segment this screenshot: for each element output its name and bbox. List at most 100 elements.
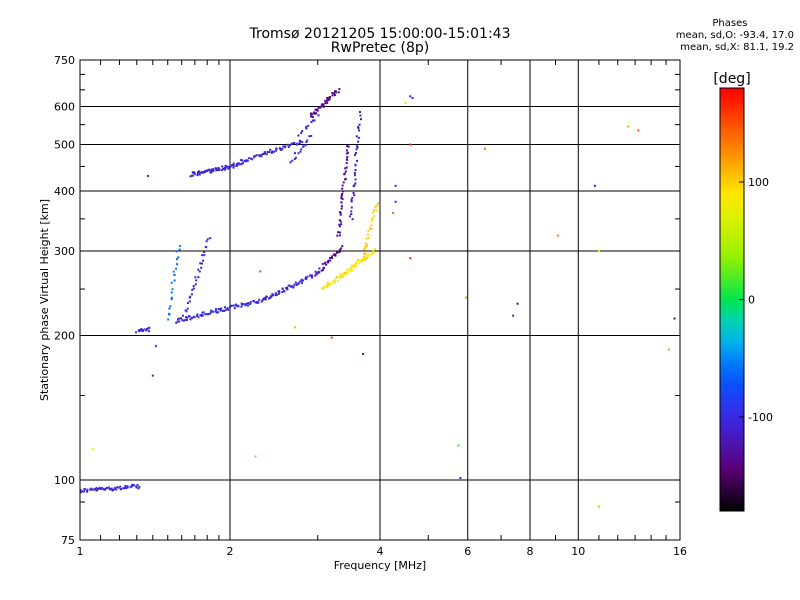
echo-point (313, 119, 316, 122)
echo-point (217, 166, 220, 169)
echo-point (332, 280, 335, 283)
echo-point (281, 287, 284, 290)
echo-point (178, 248, 181, 251)
echo-point (212, 169, 215, 172)
echo-point (362, 259, 365, 262)
echo-point (331, 91, 334, 94)
echo-point (375, 209, 378, 212)
echo-point (373, 209, 376, 212)
echo-point (409, 257, 412, 260)
echo-point (340, 223, 343, 226)
echo-point (301, 141, 304, 144)
echo-point (370, 253, 373, 256)
echo-point (302, 145, 305, 148)
echo-point (200, 314, 203, 317)
echo-point (341, 187, 344, 190)
echo-point (203, 251, 206, 254)
echo-point (264, 298, 267, 301)
echo-point (327, 282, 330, 285)
echo-point (186, 302, 189, 305)
echo-point (340, 207, 343, 210)
echo-point (192, 171, 195, 174)
echo-point (202, 171, 205, 174)
echo-point (260, 153, 263, 156)
echo-point (280, 148, 283, 151)
echo-point (176, 320, 179, 323)
echo-point (203, 254, 206, 257)
colorbar-tick-label: 0 (748, 294, 755, 307)
phase-stats-o: mean, sd,O: -93.4, 17.0 (675, 30, 794, 41)
echo-point (322, 268, 325, 271)
echo-point (199, 314, 202, 317)
echo-point (597, 505, 600, 508)
echo-point (327, 261, 330, 264)
echo-point (353, 194, 356, 197)
echo-point (261, 299, 264, 302)
echo-point (311, 119, 314, 122)
echo-point (365, 237, 368, 240)
echo-point (232, 164, 235, 167)
echo-point (363, 252, 366, 255)
echo-point (313, 111, 316, 114)
echo-point (240, 163, 243, 166)
echo-point (223, 309, 226, 312)
echo-point (360, 118, 363, 121)
echo-point (409, 95, 412, 98)
echo-point (110, 487, 113, 490)
echo-point (345, 149, 348, 152)
echo-point (350, 200, 353, 203)
echo-point (177, 318, 180, 321)
echo-point (343, 272, 346, 275)
echo-point (208, 312, 211, 315)
echo-point (340, 196, 343, 199)
echo-point (354, 182, 357, 185)
echo-point (325, 263, 328, 266)
echo-point (409, 143, 412, 146)
echo-point (311, 116, 314, 119)
echo-point (309, 274, 312, 277)
echo-point (204, 171, 207, 174)
echo-point (338, 248, 341, 251)
echo-point (92, 488, 95, 491)
echo-point (170, 291, 173, 294)
echo-point (173, 273, 176, 276)
echo-point (334, 254, 337, 257)
echo-point (281, 290, 284, 293)
echo-point (353, 184, 356, 187)
echo-point (371, 211, 374, 214)
echo-point (279, 147, 282, 150)
echo-point (305, 125, 308, 128)
echo-point (329, 282, 332, 285)
echo-point (354, 169, 357, 172)
echo-point (310, 121, 313, 124)
echo-point (359, 259, 362, 262)
echo-point (370, 217, 373, 220)
echo-point (190, 317, 193, 320)
echo-point (325, 286, 328, 289)
echo-point (274, 294, 277, 297)
echo-point (330, 255, 333, 258)
echo-point (83, 490, 86, 493)
echo-point (341, 274, 344, 277)
echo-point (243, 159, 246, 162)
echo-point (305, 141, 308, 144)
echo-point (316, 109, 319, 112)
echo-point (338, 250, 341, 253)
echo-point (104, 487, 107, 490)
echo-point (353, 174, 356, 177)
echo-point (347, 268, 350, 271)
echo-point (244, 304, 247, 307)
echo-point (306, 275, 309, 278)
echo-point (225, 308, 228, 311)
echo-point (202, 311, 205, 314)
echo-point (207, 313, 210, 316)
x-tick-label: 4 (377, 545, 384, 558)
echo-point (293, 283, 296, 286)
echo-point (310, 274, 313, 277)
echo-point (371, 218, 374, 221)
echo-point (343, 271, 346, 274)
echo-point (186, 316, 189, 319)
echo-point (237, 304, 240, 307)
echo-point (358, 123, 361, 126)
